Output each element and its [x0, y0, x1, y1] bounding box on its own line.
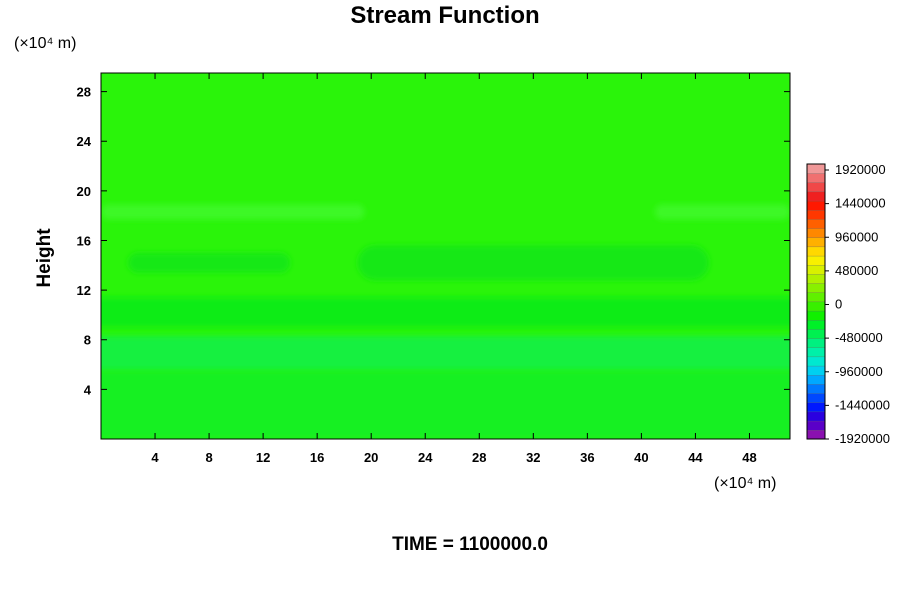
colorbar-swatch [806, 429, 826, 440]
colorbar-swatch [806, 163, 826, 174]
y-tick-label: 8 [84, 333, 91, 348]
colorbar-swatch [806, 200, 826, 211]
colorbar-swatch [806, 255, 826, 266]
colorbar-label: -480000 [835, 330, 883, 345]
contour-fill [101, 73, 790, 439]
plot-area [100, 72, 791, 440]
colorbar-swatch [806, 273, 826, 284]
x-tick-label: 8 [205, 450, 212, 465]
y-tick-label: 20 [77, 184, 91, 199]
colorbar-swatch [806, 393, 826, 403]
colorbar-label: -1440000 [835, 397, 890, 412]
y-tick-label: 12 [77, 283, 91, 298]
colorbar-swatch [806, 411, 826, 422]
colorbar-swatch [806, 365, 826, 376]
y-unit-label: (×10⁴ m) [14, 35, 76, 52]
colorbar-swatch [806, 246, 826, 257]
colorbar-swatch [806, 292, 826, 303]
colorbar-swatch [806, 237, 826, 248]
colorbar-frame [806, 163, 826, 440]
colorbar-label: 480000 [835, 263, 878, 278]
colorbar-swatch [806, 328, 826, 339]
colorbar-swatch [806, 347, 826, 358]
colorbar-label: 1440000 [835, 196, 886, 211]
colorbar-label: -1920000 [835, 431, 890, 446]
x-tick-label: 12 [256, 450, 270, 465]
colorbar-swatch [806, 374, 826, 385]
colorbar-swatch [806, 338, 826, 348]
colorbar-label: 1920000 [835, 162, 886, 177]
y-tick-label: 16 [77, 233, 91, 248]
x-tick-label: 36 [580, 450, 594, 465]
x-tick-label: 40 [634, 450, 648, 465]
y-tick-label: 4 [84, 382, 92, 397]
colorbar-label: 0 [835, 297, 842, 312]
contour-lobe-14-left [128, 252, 291, 273]
x-tick-label: 24 [418, 450, 433, 465]
x-unit-label: (×10⁴ m) [714, 475, 776, 492]
colorbar-swatch [806, 191, 826, 202]
y-tick-label: 28 [77, 85, 91, 100]
y-axis-ticks: 4 8 12 16 20 24 28 [77, 85, 790, 397]
x-tick-label: 4 [151, 450, 159, 465]
colorbar-label: -960000 [835, 364, 883, 379]
contour-band-7 [101, 336, 790, 371]
chart-title: Stream Function [350, 2, 539, 29]
x-tick-label: 16 [310, 450, 324, 465]
contour-band-10 [101, 297, 790, 328]
time-label: TIME = 1100000.0 [392, 534, 548, 555]
colorbar: 1920000 1440000 960000 480000 0 -480000 -96000… [806, 162, 890, 446]
x-tick-label: 32 [526, 450, 540, 465]
colorbar-swatch [806, 356, 826, 367]
x-tick-label: 28 [472, 450, 486, 465]
colorbar-swatch [806, 182, 826, 193]
x-tick-label: 20 [364, 450, 378, 465]
colorbar-swatch [806, 264, 826, 275]
contour-band-4 [101, 370, 790, 439]
colorbar-label: 960000 [835, 229, 878, 244]
colorbar-swatch [806, 402, 826, 413]
colorbar-swatch [806, 319, 826, 330]
y-axis-title: Height [34, 228, 55, 288]
colorbar-swatch [806, 383, 826, 394]
contour-band-upper-18 [101, 204, 365, 220]
colorbar-swatch [806, 420, 826, 431]
colorbar-swatch [806, 283, 826, 293]
contour-band-upper-18-right [654, 204, 790, 220]
colorbar-swatch [806, 218, 826, 229]
x-tick-label: 44 [688, 450, 703, 465]
x-tick-label: 48 [742, 450, 756, 465]
colorbar-swatch [806, 228, 826, 238]
colorbar-swatch [806, 301, 826, 312]
y-tick-label: 24 [77, 134, 92, 149]
x-axis-ticks: 4 8 12 16 20 24 28 32 36 40 44 48 [151, 73, 757, 465]
colorbar-swatch [806, 310, 826, 321]
plot-frame [100, 72, 791, 440]
contour-lobe-14-right [357, 245, 709, 281]
colorbar-swatch [806, 173, 826, 183]
colorbar-swatch [806, 209, 826, 220]
